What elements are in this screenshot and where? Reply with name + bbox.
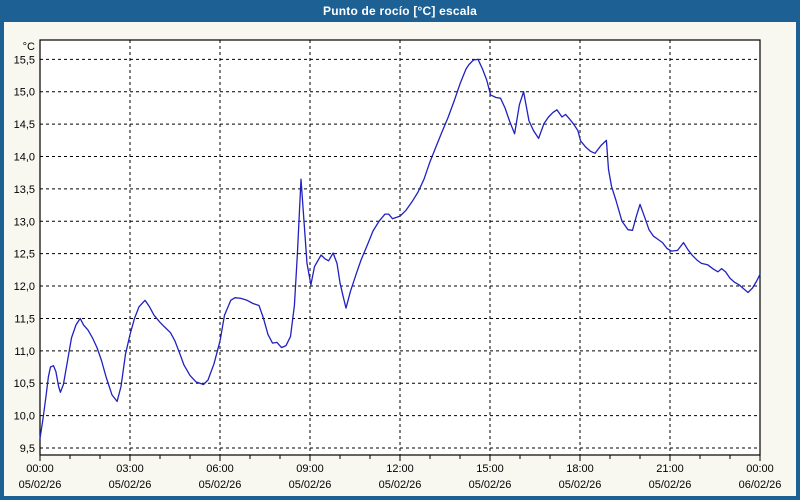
svg-text:15,0: 15,0: [14, 87, 35, 99]
svg-text:12:00: 12:00: [386, 463, 414, 475]
svg-text:05/02/26: 05/02/26: [379, 479, 422, 491]
svg-text:00:00: 00:00: [746, 463, 774, 475]
title-bar: Punto de rocío [°C] escala: [0, 0, 800, 22]
svg-text:00:00: 00:00: [26, 463, 54, 475]
svg-text:12,5: 12,5: [14, 249, 35, 261]
svg-text:05/02/26: 05/02/26: [19, 479, 62, 491]
svg-text:05/02/26: 05/02/26: [289, 479, 332, 491]
svg-text:11,0: 11,0: [14, 346, 35, 358]
svg-text:05/02/26: 05/02/26: [559, 479, 602, 491]
svg-text:06/02/26: 06/02/26: [739, 479, 782, 491]
svg-text:15:00: 15:00: [476, 463, 504, 475]
svg-text:05/02/26: 05/02/26: [649, 479, 692, 491]
x-axis-ticks: [39, 455, 761, 461]
svg-text:11,5: 11,5: [14, 313, 35, 325]
dewpoint-line-chart: 9,5 10,0 10,5 11,0 11,5 12,0 12,5 13,0 13,5 14,0 1…: [14, 39, 782, 491]
dewpoint-series-line: [39, 58, 761, 439]
svg-text:14,5: 14,5: [14, 119, 35, 131]
svg-text:05/02/26: 05/02/26: [109, 479, 152, 491]
chart-area: 9,5 10,0 10,5 11,0 11,5 12,0 12,5 13,0 13,5 14,0 1…: [4, 22, 796, 496]
svg-text:05/02/26: 05/02/26: [469, 479, 512, 491]
svg-text:9,5: 9,5: [20, 443, 35, 455]
svg-text:09:00: 09:00: [296, 463, 324, 475]
x-axis-labels: 00:00 05/02/26 03:00 05/02/26 06:00 05/02/26 0…: [19, 463, 782, 491]
svg-text:13,5: 13,5: [14, 184, 35, 196]
chart-title: Punto de rocío [°C] escala: [322, 4, 478, 18]
svg-text:03:00: 03:00: [116, 463, 144, 475]
svg-text:12,0: 12,0: [14, 281, 35, 293]
svg-text:05/02/26: 05/02/26: [199, 479, 242, 491]
svg-text:10,0: 10,0: [14, 411, 35, 423]
svg-text:13,0: 13,0: [14, 216, 35, 228]
y-axis-unit-label: °C: [23, 41, 35, 53]
svg-text:18:00: 18:00: [566, 463, 594, 475]
svg-text:15,5: 15,5: [14, 54, 35, 66]
svg-text:14,0: 14,0: [14, 151, 35, 163]
y-axis-labels: 9,5 10,0 10,5 11,0 11,5 12,0 12,5 13,0 13,5 14,0 1…: [14, 54, 35, 455]
svg-text:06:00: 06:00: [206, 463, 234, 475]
plot-background: [40, 40, 760, 455]
svg-text:21:00: 21:00: [656, 463, 684, 475]
svg-text:10,5: 10,5: [14, 378, 35, 390]
